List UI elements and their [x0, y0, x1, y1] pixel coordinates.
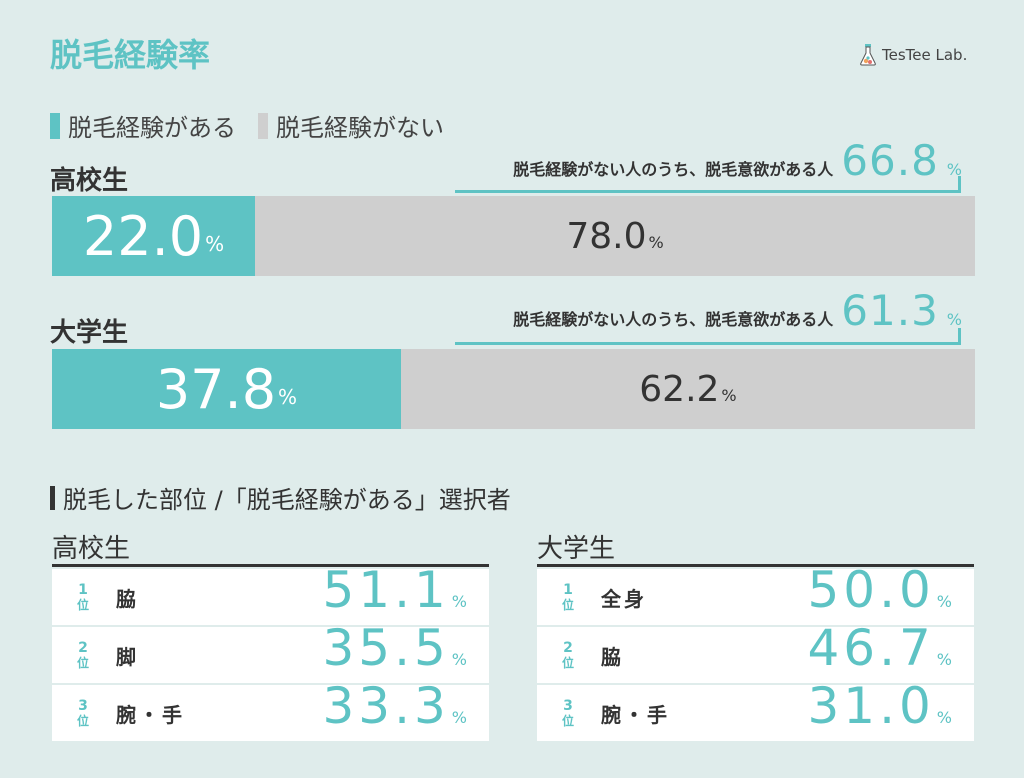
- rank-unit: 位: [76, 598, 89, 612]
- value-percent: %: [451, 592, 467, 611]
- body-part: 脇: [601, 644, 624, 669]
- rank-unit: 位: [76, 656, 89, 670]
- category-label-university: 大学生: [50, 318, 129, 348]
- rank-unit: 位: [76, 714, 89, 728]
- body-part: 腕・手: [116, 702, 185, 727]
- bar-value-label: 22.0: [82, 204, 204, 268]
- logo-text: TesTee Lab.: [882, 46, 968, 64]
- value-percent: %: [936, 650, 952, 669]
- rank-unit: 位: [561, 598, 574, 612]
- rank-number: 1: [563, 582, 573, 598]
- ranking-value: 50.0%: [807, 561, 952, 619]
- value-number: 31.0: [807, 677, 935, 735]
- body-part: 腕・手: [601, 702, 670, 727]
- bar-value-label: 78.0: [566, 215, 647, 257]
- annotation-high-school: 脱毛経験がない人のうち、脱毛意欲がある人 66.8 %: [513, 136, 962, 185]
- ranking-value: 31.0%: [807, 677, 952, 735]
- ranking-value: 35.5%: [322, 619, 467, 677]
- bar-value-percent: %: [205, 232, 225, 256]
- annotation-text: 脱毛経験がない人のうち、脱毛意欲がある人: [513, 310, 834, 329]
- value-number: 46.7: [807, 619, 935, 677]
- value-number: 33.3: [322, 677, 450, 735]
- bar-value-percent: %: [278, 385, 298, 409]
- bar-value-percent: %: [648, 233, 664, 252]
- annotation-bracket: [455, 328, 961, 345]
- value-number: 35.5: [322, 619, 450, 677]
- rank-number: 3: [78, 698, 88, 714]
- legend-item-no: 脱毛経験がない: [258, 108, 444, 143]
- annotation-percent: %: [946, 160, 962, 179]
- rank-number: 2: [78, 640, 88, 656]
- category-label-high-school: 高校生: [50, 166, 129, 196]
- stacked-bar-high-school: 22.0 % 78.0 %: [52, 196, 975, 276]
- legend-item-yes: 脱毛経験がある: [50, 108, 236, 143]
- legend: 脱毛経験がある 脱毛経験がない: [50, 108, 466, 143]
- legend-swatch-no: [258, 112, 268, 139]
- value-percent: %: [451, 650, 467, 669]
- bar-segment-no: 78.0 %: [255, 196, 975, 276]
- value-number: 51.1: [322, 561, 450, 619]
- chart-title: 脱毛経験率: [50, 36, 211, 74]
- flask-logo-icon: [860, 44, 876, 66]
- legend-label-no: 脱毛経験がない: [276, 114, 444, 142]
- annotation-percent: %: [946, 310, 962, 329]
- section-title-text: 脱毛した部位 /「脱毛経験がある」選択者: [63, 486, 511, 514]
- ranking-value: 51.1%: [322, 561, 467, 619]
- section-title-mark: [50, 485, 55, 510]
- bar-value-percent: %: [721, 386, 737, 405]
- body-part: 脇: [116, 586, 139, 611]
- value-percent: %: [451, 708, 467, 727]
- annotation-university: 脱毛経験がない人のうち、脱毛意欲がある人 61.3 %: [513, 286, 962, 335]
- bar-segment-no: 62.2 %: [400, 349, 975, 429]
- bar-segment-yes: 37.8 %: [52, 349, 401, 429]
- stacked-bar-university: 37.8 % 62.2 %: [52, 349, 975, 429]
- ranking-group-title: 大学生: [537, 534, 616, 564]
- ranking-value: 33.3%: [322, 677, 467, 735]
- value-percent: %: [936, 592, 952, 611]
- annotation-bracket: [455, 176, 961, 193]
- rank-unit: 位: [561, 714, 574, 728]
- value-percent: %: [936, 708, 952, 727]
- rank-unit: 位: [561, 656, 574, 670]
- annotation-value: 66.8: [841, 136, 939, 185]
- section-title: 脱毛した部位 /「脱毛経験がある」選択者: [50, 480, 511, 515]
- rank-number: 3: [563, 698, 573, 714]
- legend-label-yes: 脱毛経験がある: [68, 114, 236, 142]
- annotation-text: 脱毛経験がない人のうち、脱毛意欲がある人: [513, 160, 834, 179]
- rank-number: 1: [78, 582, 88, 598]
- body-part: 脚: [116, 644, 139, 669]
- ranking-value: 46.7%: [807, 619, 952, 677]
- ranking-group-title: 高校生: [52, 534, 131, 564]
- body-part: 全身: [601, 586, 647, 611]
- value-number: 50.0: [807, 561, 935, 619]
- rank-number: 2: [563, 640, 573, 656]
- testee-lab-logo: TesTee Lab.: [860, 44, 967, 66]
- bar-value-label: 37.8: [155, 357, 277, 421]
- bar-segment-yes: 22.0 %: [52, 196, 256, 276]
- bar-value-label: 62.2: [639, 368, 720, 410]
- legend-swatch-yes: [50, 112, 60, 139]
- annotation-value: 61.3: [841, 286, 939, 335]
